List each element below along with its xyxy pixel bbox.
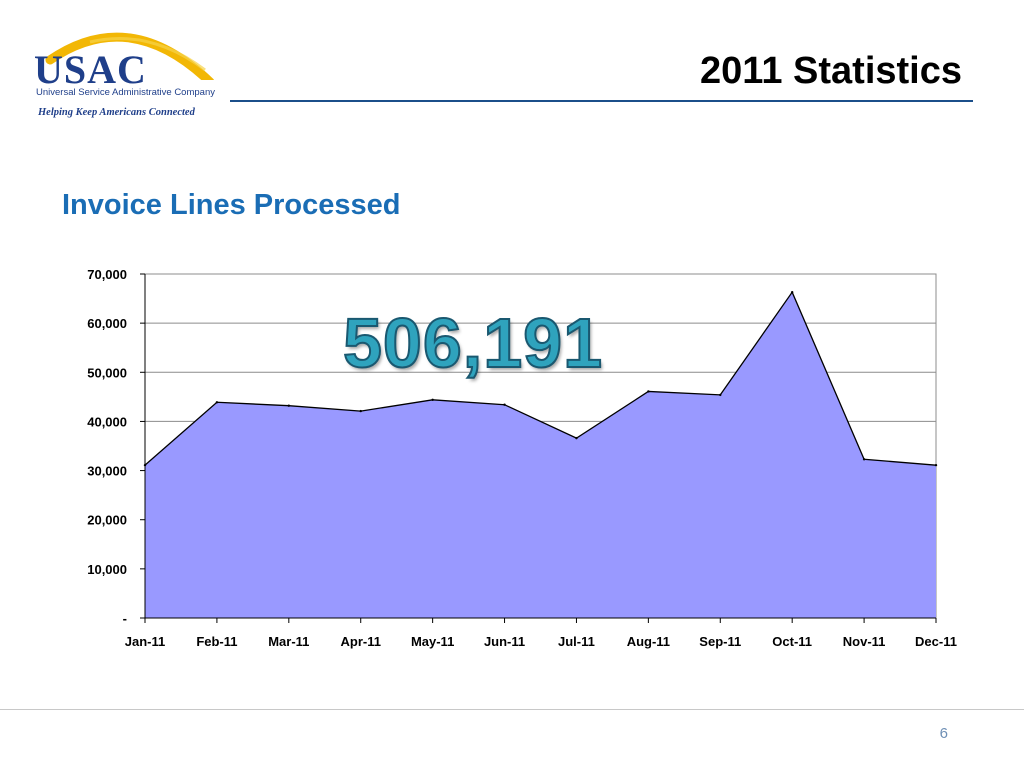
y-tick-label: 60,000 [87,316,127,331]
x-tick-label: Jan-11 [125,634,165,649]
x-tick-label: Aug-11 [627,634,670,649]
usac-logo: USAC Universal Service Administrative Co… [30,20,230,125]
y-tick-label: 20,000 [87,513,127,528]
slide-title: 2011 Statistics [700,50,962,92]
x-tick-label: Dec-11 [915,634,957,649]
data-point [287,404,291,407]
logo-company-name: Universal Service Administrative Company [36,87,215,98]
data-point [359,409,362,413]
logo-wordmark: USAC [34,47,147,92]
data-point [575,436,578,440]
x-tick-label: Oct-11 [772,634,812,649]
data-point [790,290,794,294]
y-tick-label: - [123,611,127,626]
y-tick-label: 10,000 [87,562,127,577]
x-tick-label: Nov-11 [843,634,886,649]
page-number: 6 [939,725,948,742]
data-point [934,463,938,467]
chart-subtitle: Invoice Lines Processed [62,189,401,221]
data-point [503,403,506,406]
y-tick-label: 40,000 [87,414,127,429]
area-series [145,292,936,618]
area-chart: - 10,000 20,000 30,000 40,000 50,000 60,000 70,… [87,267,957,649]
data-point [719,393,722,397]
data-point [215,401,219,404]
x-tick-label: Jun-11 [484,634,525,649]
area-series-outline [144,290,937,466]
x-tick-label: Jul-11 [558,634,595,649]
x-tick-label: Feb-11 [196,634,237,649]
y-tick-label: 50,000 [87,365,127,380]
tagline: Helping Keep Americans Connected [38,107,195,118]
data-point [431,398,434,402]
data-point [647,390,650,393]
footer-divider [0,709,1024,710]
header-divider [230,100,973,102]
logo-arc-icon [45,32,215,80]
x-tick-label: May-11 [411,634,454,649]
x-tick-label: Sep-11 [699,634,741,649]
y-tick-label: 30,000 [87,464,127,479]
x-tick-label: Mar-11 [268,634,309,649]
y-tick-label: 70,000 [87,267,127,282]
highlight-total: 506,191 [342,304,604,382]
x-tick-label: Apr-11 [340,634,380,649]
data-point [862,458,866,461]
